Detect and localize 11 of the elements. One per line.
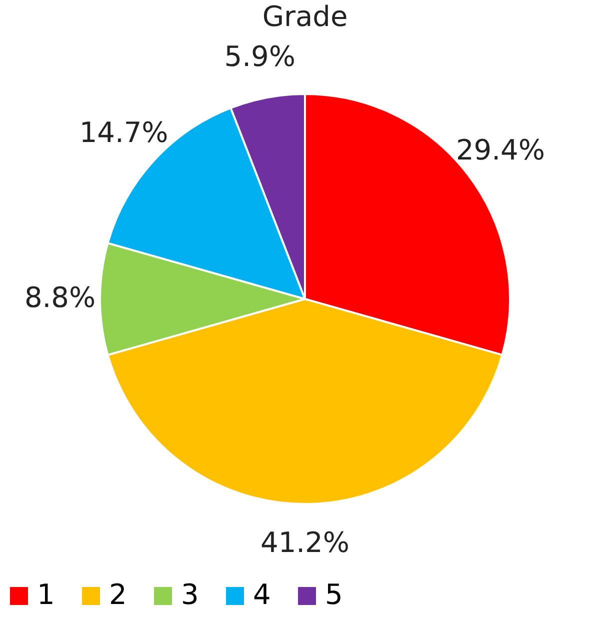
legend-label: 1: [37, 578, 55, 611]
legend-label: 5: [325, 578, 343, 611]
data-label: 41.2%: [260, 526, 350, 559]
legend-label: 2: [109, 578, 127, 611]
data-label: 8.8%: [24, 281, 96, 314]
data-label: 5.9%: [224, 40, 296, 74]
legend-label: 4: [253, 578, 271, 611]
data-label: 14.7%: [79, 116, 168, 150]
legend-label: 3: [181, 578, 199, 611]
data-label: 29.4%: [456, 133, 545, 166]
chart-title: Grade: [262, 0, 348, 33]
